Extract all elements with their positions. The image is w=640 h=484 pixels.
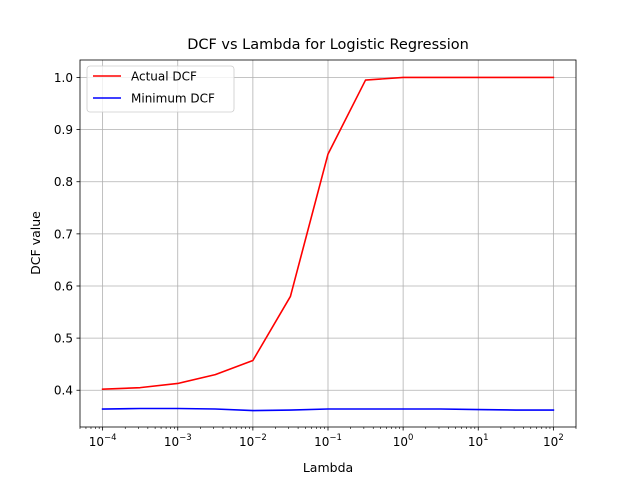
series-line-actual-dcf bbox=[101, 76, 555, 391]
y-tick-label: 0.8 bbox=[54, 175, 73, 189]
y-tick-label: 0.7 bbox=[54, 227, 73, 241]
x-tick-label: 10−1 bbox=[314, 433, 342, 449]
chart-title: DCF vs Lambda for Logistic Regression bbox=[187, 37, 469, 53]
x-tick-label: 102 bbox=[543, 433, 564, 449]
y-tick-label: 0.5 bbox=[54, 332, 73, 346]
y-tick-label: 0.4 bbox=[54, 384, 73, 398]
x-tick-label: 10−4 bbox=[89, 433, 117, 449]
grid bbox=[80, 60, 576, 427]
y-axis-label: DCF value bbox=[28, 211, 43, 275]
x-axis-label: Lambda bbox=[303, 460, 353, 475]
y-tick-label: 1.0 bbox=[54, 71, 73, 85]
series-lines bbox=[101, 76, 555, 412]
x-tick-label: 10−3 bbox=[164, 433, 192, 449]
legend-box bbox=[86, 65, 235, 113]
axis-ticks: 10−4 10−3 10−2 10−1 100 101 102 0.4 0.5 0.6 0.7 0.8… bbox=[54, 71, 577, 449]
x-tick-label: 100 bbox=[393, 433, 414, 449]
legend: Actual DCF Minimum DCF bbox=[86, 65, 235, 113]
series-line-minimum-dcf bbox=[101, 407, 555, 412]
x-tick-label: 101 bbox=[468, 433, 489, 449]
y-tick-label: 0.9 bbox=[54, 123, 73, 137]
legend-label: Actual DCF bbox=[131, 70, 197, 84]
legend-label: Minimum DCF bbox=[131, 92, 215, 106]
x-tick-label: 10−2 bbox=[239, 433, 267, 449]
y-tick-label: 0.6 bbox=[54, 279, 73, 293]
